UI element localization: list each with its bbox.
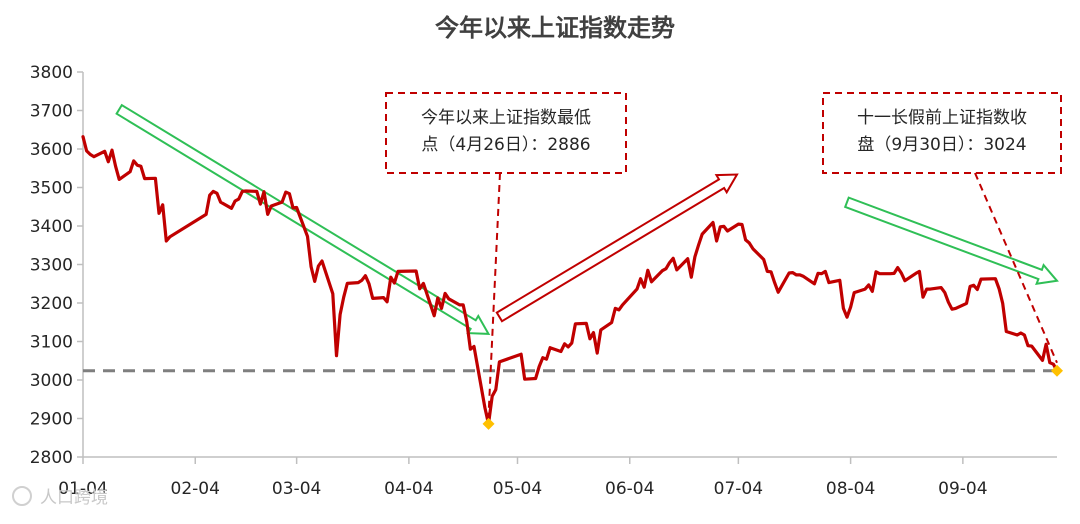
x-tick-label: 03-04 <box>272 479 321 499</box>
y-tick-label: 2800 <box>30 448 73 468</box>
y-tick-label: 3300 <box>30 256 73 276</box>
x-tick-label: 07-04 <box>714 479 763 499</box>
callout-text: 今年以来上证指数最低 <box>421 108 591 128</box>
y-tick-label: 3500 <box>30 179 73 199</box>
highlight-point <box>1051 364 1063 377</box>
y-tick-label: 3200 <box>30 294 73 314</box>
x-tick-label: 09-04 <box>938 479 987 499</box>
x-tick-label: 08-04 <box>826 479 875 499</box>
y-axis: 2800 2900 3000 3100 3200 3300 3400 3500 3600 3700… <box>30 63 84 468</box>
watermark: 人口跨境 <box>12 486 108 508</box>
highlight-point <box>482 417 495 430</box>
callout-leader <box>487 172 501 416</box>
y-tick-label: 3400 <box>30 217 73 237</box>
x-tick-label: 06-04 <box>605 479 654 499</box>
x-tick-label: 04-04 <box>384 479 433 499</box>
callout-box <box>822 92 1062 174</box>
y-tick-label: 2900 <box>30 410 73 430</box>
series-group <box>81 135 1059 426</box>
x-axis: 01-04 02-04 03-04 04-04 05-04 06-04 07-04 08-04… <box>58 456 1057 499</box>
trend-arrow-up <box>495 173 739 323</box>
y-tick-label: 3800 <box>30 63 73 83</box>
highlight-points <box>482 364 1063 430</box>
watermark-text: 人口跨境 <box>40 488 108 508</box>
y-tick-label: 3000 <box>30 371 73 391</box>
trend-arrow-down <box>843 196 1059 286</box>
x-tick-label: 02-04 <box>171 479 220 499</box>
y-tick-label: 3100 <box>30 333 73 353</box>
y-tick-label: 3600 <box>30 140 73 160</box>
callout-leader <box>974 172 1058 364</box>
x-tick-label: 05-04 <box>493 479 542 499</box>
watermark-logo-icon <box>12 486 32 506</box>
chart-title: 今年以来上证指数走势 <box>435 14 675 42</box>
x-tick-label: 01-04 <box>58 479 107 499</box>
callout-text: 十一长假前上证指数收 <box>857 108 1027 128</box>
index-series-line <box>81 135 1059 426</box>
y-tick-label: 3700 <box>30 102 73 122</box>
callout-box <box>385 92 627 174</box>
callout-text: 盘（9月30日）：3024 <box>857 135 1026 155</box>
callout-text: 点（4月26日）：2886 <box>421 135 590 155</box>
